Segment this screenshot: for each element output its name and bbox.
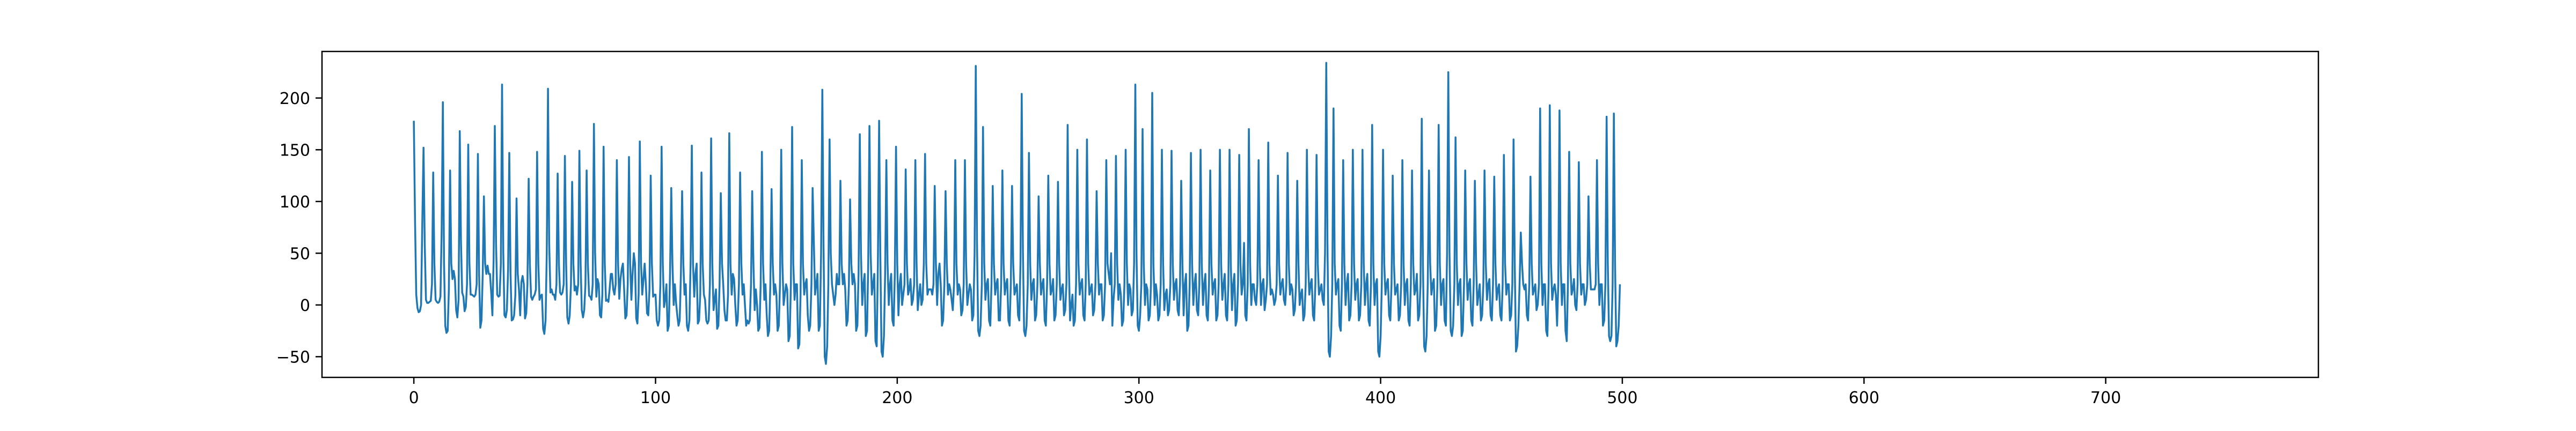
x-tick-label: 0 <box>409 389 419 407</box>
y-tick-label: 150 <box>280 141 310 160</box>
x-tick-label: 600 <box>1849 389 1879 407</box>
x-tick-label: 100 <box>640 389 671 407</box>
x-tick-label: 700 <box>2090 389 2121 407</box>
x-tick-label: 500 <box>1607 389 1637 407</box>
y-tick-label: 100 <box>280 193 310 212</box>
y-tick-label: 200 <box>280 90 310 108</box>
x-tick-label: 200 <box>882 389 912 407</box>
x-tick-label: 300 <box>1124 389 1154 407</box>
plot-area <box>321 50 2319 378</box>
y-tick-label: −50 <box>276 348 310 367</box>
y-tick-label: 0 <box>300 296 310 315</box>
axes-frame <box>321 50 2319 378</box>
series-line-0 <box>413 62 1621 365</box>
y-axis: −50 0 50 100 150 200 <box>276 90 322 367</box>
y-tick-label: 50 <box>290 244 310 263</box>
x-tick-label: 400 <box>1365 389 1396 407</box>
x-axis: 0 100 200 300 400 500 600 700 <box>409 377 2121 407</box>
